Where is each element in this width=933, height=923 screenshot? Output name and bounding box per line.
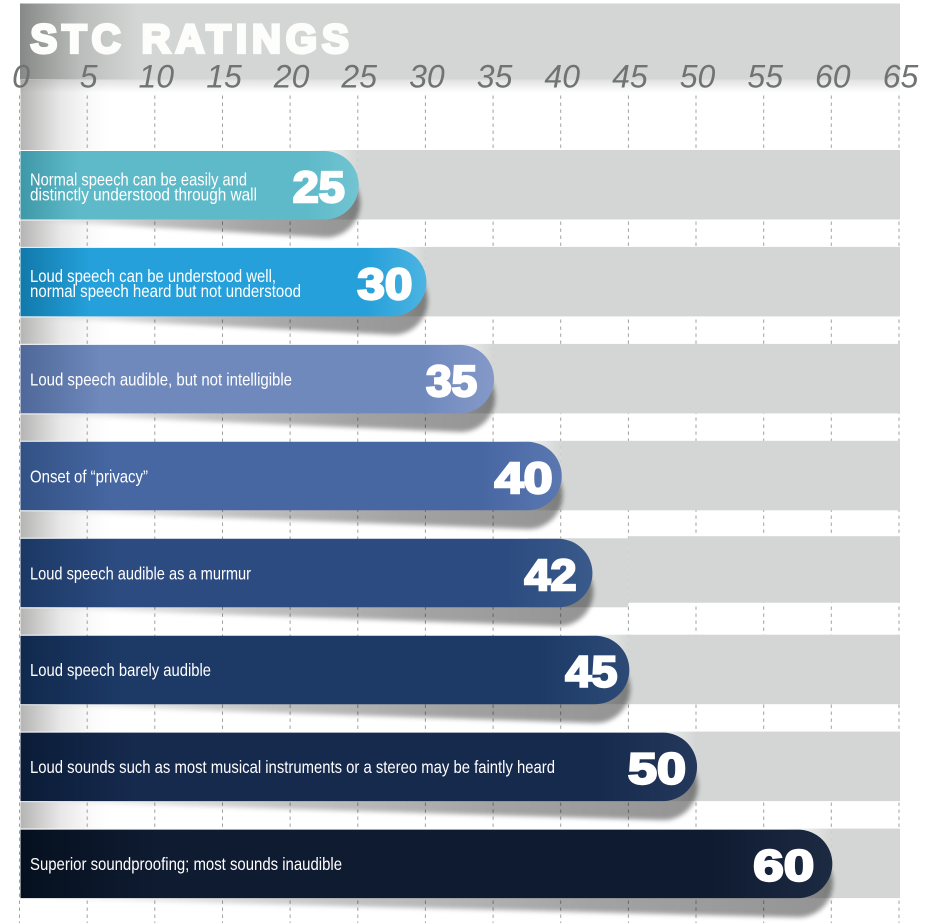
svg-text:Loud speech audible as a murmu: Loud speech audible as a murmur <box>30 563 251 583</box>
svg-text:35: 35 <box>477 59 513 95</box>
svg-text:55: 55 <box>747 59 783 95</box>
svg-text:42: 42 <box>525 551 577 600</box>
svg-text:15: 15 <box>206 59 242 95</box>
svg-text:50: 50 <box>628 745 686 794</box>
svg-text:distinctly understood through: distinctly understood through wall <box>30 184 257 204</box>
svg-text:45: 45 <box>565 648 617 697</box>
svg-text:Superior soundproofing; most s: Superior soundproofing; most sounds inau… <box>30 854 342 874</box>
svg-text:Loud speech audible, but not i: Loud speech audible, but not intelligibl… <box>30 369 292 389</box>
svg-text:25: 25 <box>293 163 345 212</box>
svg-text:40: 40 <box>495 454 553 503</box>
svg-text:50: 50 <box>680 59 716 95</box>
svg-text:Onset of “privacy”: Onset of “privacy” <box>30 466 148 486</box>
svg-text:Loud sounds such as most music: Loud sounds such as most musical instrum… <box>30 757 555 777</box>
svg-text:30: 30 <box>409 59 445 95</box>
svg-text:20: 20 <box>273 59 310 95</box>
svg-text:45: 45 <box>612 59 648 95</box>
svg-text:25: 25 <box>340 59 377 95</box>
svg-text:35: 35 <box>426 357 477 406</box>
svg-text:Loud speech can be understood: Loud speech can be understood well, <box>30 266 276 286</box>
svg-text:40: 40 <box>544 59 580 95</box>
svg-text:65: 65 <box>883 59 919 95</box>
svg-text:normal speech heard but not un: normal speech heard but not understood <box>30 281 301 301</box>
svg-text:Loud speech barely audible: Loud speech barely audible <box>30 660 211 680</box>
svg-text:STC RATINGS: STC RATINGS <box>31 18 354 62</box>
svg-text:60: 60 <box>815 59 851 95</box>
svg-text:Normal speech can be easily an: Normal speech can be easily and <box>30 169 247 189</box>
svg-text:60: 60 <box>753 842 814 891</box>
svg-text:30: 30 <box>357 260 412 309</box>
svg-text:10: 10 <box>139 59 175 95</box>
